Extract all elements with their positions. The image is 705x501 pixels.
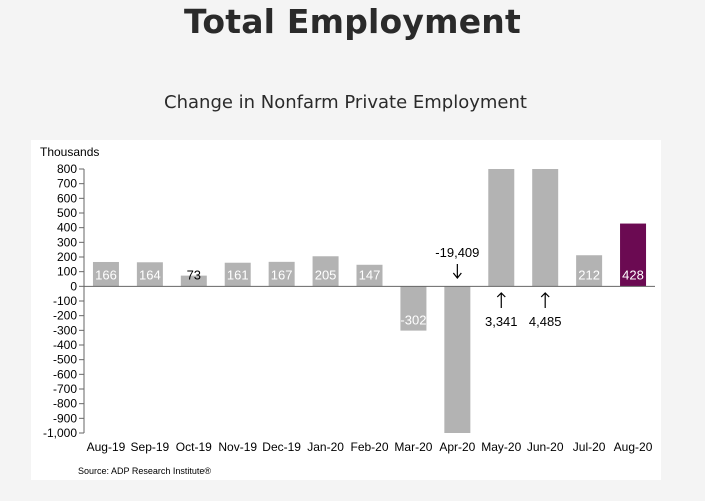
x-tick-label: Mar-20 bbox=[394, 440, 432, 454]
y-tick-label: 500 bbox=[57, 206, 77, 220]
x-tick-label: Sep-19 bbox=[131, 440, 170, 454]
bar bbox=[400, 286, 427, 331]
data-label: 161 bbox=[227, 267, 249, 282]
data-label: 428 bbox=[622, 267, 644, 282]
y-tick-label: -1,000 bbox=[43, 426, 77, 440]
x-tick-label: Jul-20 bbox=[573, 440, 606, 454]
page-title: Total Employment bbox=[184, 2, 521, 41]
annotation-label: 4,485 bbox=[529, 314, 562, 329]
bar bbox=[620, 223, 647, 287]
data-label: 73 bbox=[187, 267, 201, 282]
y-tick-label: 600 bbox=[57, 191, 77, 205]
y-tick-label: 100 bbox=[57, 265, 77, 279]
bar bbox=[356, 264, 383, 287]
bar bbox=[136, 262, 163, 287]
annotation-arrow bbox=[496, 292, 506, 308]
y-axis-label: Thousands bbox=[40, 145, 99, 159]
y-tick-label: -700 bbox=[53, 382, 77, 396]
y-tick-label: 800 bbox=[57, 162, 77, 176]
bar bbox=[180, 275, 207, 287]
annotation-arrow bbox=[452, 264, 462, 279]
x-tick-label: Oct-19 bbox=[176, 440, 212, 454]
data-label: 167 bbox=[271, 267, 293, 282]
y-tick-label: 400 bbox=[57, 221, 77, 235]
x-tick-label: Feb-20 bbox=[350, 440, 388, 454]
y-tick-label: 300 bbox=[57, 235, 77, 249]
y-tick-label: -400 bbox=[53, 338, 77, 352]
annotation-label: -19,409 bbox=[435, 245, 479, 260]
y-tick-label: -200 bbox=[53, 309, 77, 323]
bar bbox=[532, 169, 559, 287]
bar bbox=[444, 286, 471, 433]
y-tick-label: -100 bbox=[53, 294, 77, 308]
bar bbox=[312, 256, 339, 287]
x-tick-label: Aug-20 bbox=[614, 440, 653, 454]
data-label: 205 bbox=[315, 267, 337, 282]
y-tick-label: -500 bbox=[53, 353, 77, 367]
bar bbox=[268, 261, 295, 287]
bar bbox=[576, 255, 603, 287]
data-label: 164 bbox=[139, 267, 161, 282]
data-label: 212 bbox=[578, 267, 600, 282]
y-tick-label: 0 bbox=[70, 279, 77, 293]
bar bbox=[488, 169, 515, 287]
x-tick-label: Dec-19 bbox=[262, 440, 301, 454]
x-tick-label: Jan-20 bbox=[307, 440, 344, 454]
chart-panel: Thousands 800 700 600 500 400 300 200 100 0 -100 -2… bbox=[31, 140, 661, 480]
y-tick-label: -900 bbox=[53, 411, 77, 425]
y-tick-label: 700 bbox=[57, 177, 77, 191]
x-tick-label: Jun-20 bbox=[527, 440, 564, 454]
annotation-label: 3,341 bbox=[485, 314, 518, 329]
data-label: 166 bbox=[95, 267, 117, 282]
bar bbox=[224, 262, 251, 287]
y-tick-label: 200 bbox=[57, 250, 77, 264]
x-tick-label: May-20 bbox=[481, 440, 521, 454]
annotation-arrow bbox=[540, 292, 550, 308]
bar bbox=[92, 261, 119, 287]
x-tick-label: Apr-20 bbox=[439, 440, 475, 454]
source-note: Source: ADP Research Institute® bbox=[78, 466, 212, 476]
y-tick-label: -600 bbox=[53, 367, 77, 381]
y-tick-label: -300 bbox=[53, 323, 77, 337]
y-tick-label: -800 bbox=[53, 397, 77, 411]
data-label: 147 bbox=[359, 267, 381, 282]
x-tick-label: Aug-19 bbox=[87, 440, 126, 454]
chart-title: Change in Nonfarm Private Employment bbox=[164, 92, 527, 113]
bar-chart: Thousands 8007006005004003002001000-100-2… bbox=[40, 145, 655, 454]
x-tick-label: Nov-19 bbox=[218, 440, 257, 454]
data-label: -302 bbox=[400, 312, 426, 327]
